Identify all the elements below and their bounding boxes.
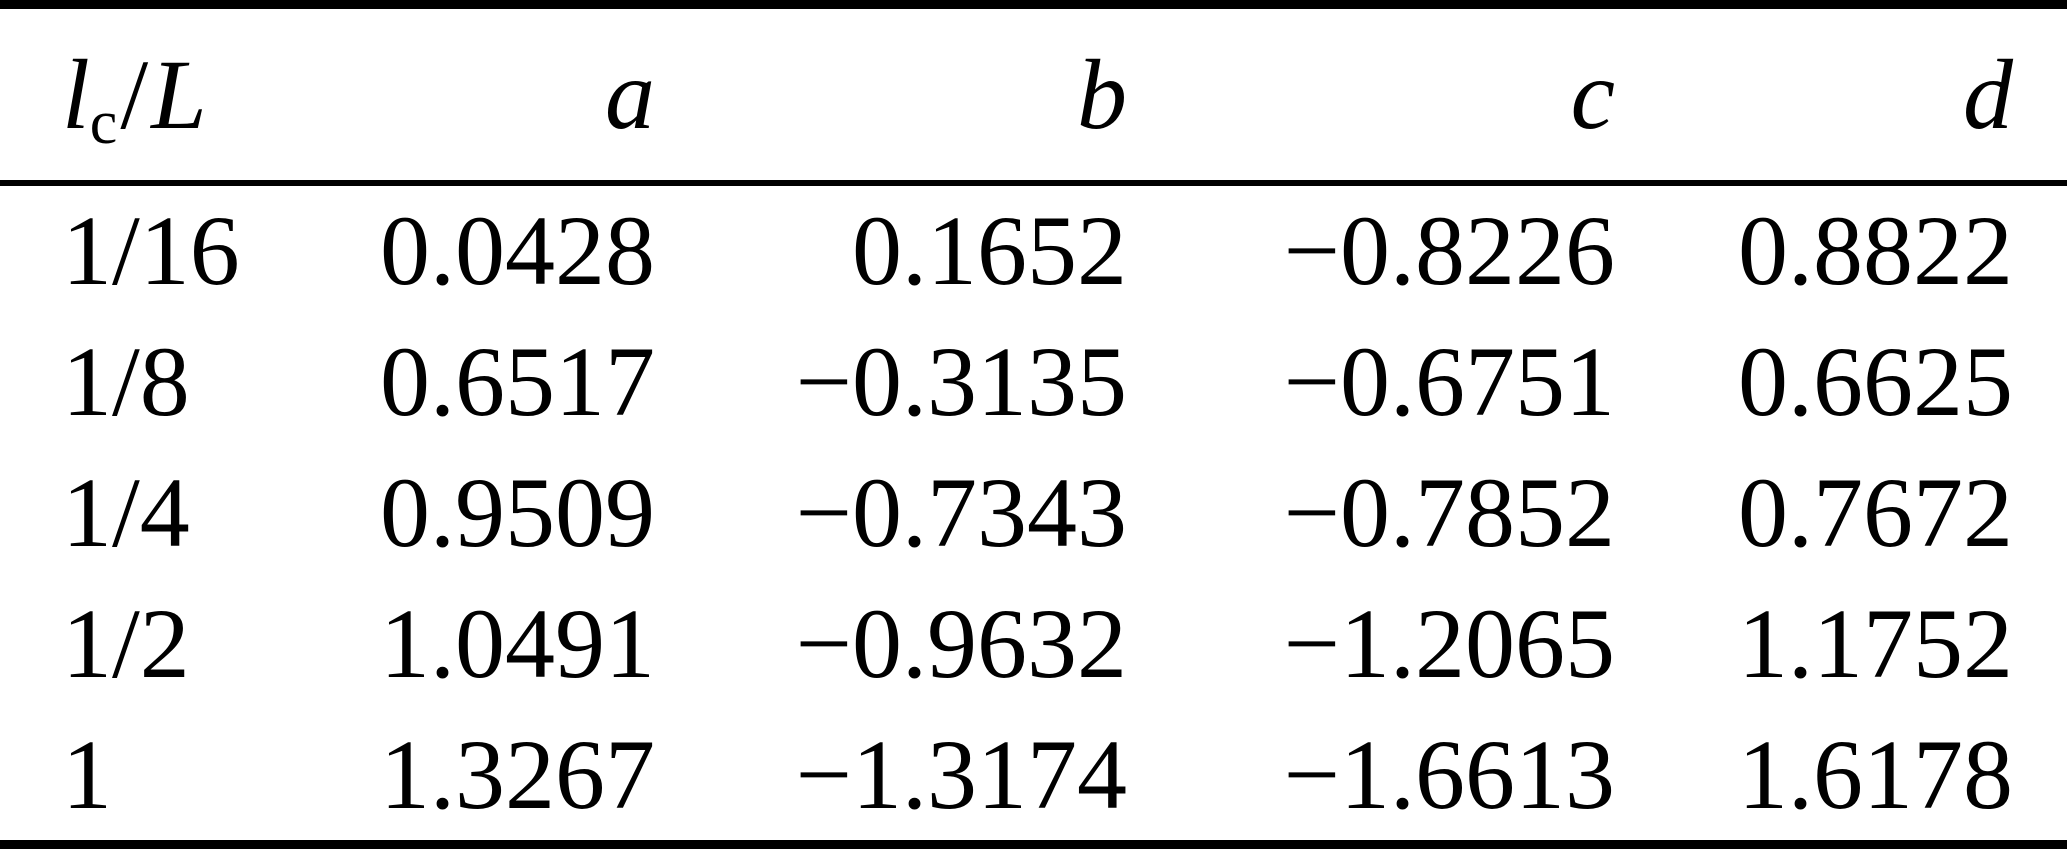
cell-c: −0.7852 [1283,456,1615,568]
header-ratio-subscript: c [89,88,118,157]
cell-c: −1.2065 [1283,587,1615,699]
row-ratio: 1/8 [62,326,190,438]
table-header-row: lc/L a b c d [0,9,2067,180]
cell-b: −0.3135 [795,326,1127,438]
cell-a: 0.9509 [380,456,655,568]
row-ratio: 1/2 [62,587,190,699]
header-col-b: b [1077,38,1127,150]
cell-a: 1.3267 [380,718,655,830]
cell-c: −1.6613 [1283,718,1615,830]
table-body: 1/16 0.0428 0.1652 −0.8226 0.8822 1/8 0.… [0,186,2067,840]
cell-c: −0.6751 [1283,326,1615,438]
row-ratio: 1/16 [62,195,240,307]
cell-a: 0.0428 [380,195,655,307]
header-col-a: a [605,38,655,150]
row-ratio: 1/4 [62,456,190,568]
table-row: 1/8 0.6517 −0.3135 −0.6751 0.6625 [0,317,2067,448]
header-col-c: c [1570,38,1615,150]
cell-d: 0.6625 [1738,326,2013,438]
cell-d: 1.1752 [1738,587,2013,699]
table-row: 1/4 0.9509 −0.7343 −0.7852 0.7672 [0,448,2067,579]
table-bottom-rule [0,840,2067,849]
table-row: 1 1.3267 −1.3174 −1.6613 1.6178 [0,709,2067,840]
cell-b: −0.7343 [795,456,1127,568]
cell-a: 0.6517 [380,326,655,438]
cell-b: 0.1652 [852,195,1127,307]
cell-a: 1.0491 [380,587,655,699]
table-row: 1/16 0.0428 0.1652 −0.8226 0.8822 [0,186,2067,317]
cell-c: −0.8226 [1283,195,1615,307]
header-ratio-label: lc/L [0,44,330,153]
cell-d: 0.8822 [1738,195,2013,307]
table-top-rule [0,0,2067,9]
header-ratio-separator: / [120,38,149,150]
cell-b: −1.3174 [795,718,1127,830]
header-ratio-base: l [62,38,90,150]
header-ratio-denominator: L [151,38,207,150]
header-col-d: d [1963,38,2013,150]
cell-d: 1.6178 [1738,718,2013,830]
table-row: 1/2 1.0491 −0.9632 −1.2065 1.1752 [0,578,2067,709]
row-ratio: 1 [62,718,112,830]
table-header-rule [0,180,2067,186]
cell-d: 0.7672 [1738,456,2013,568]
cell-b: −0.9632 [795,587,1127,699]
